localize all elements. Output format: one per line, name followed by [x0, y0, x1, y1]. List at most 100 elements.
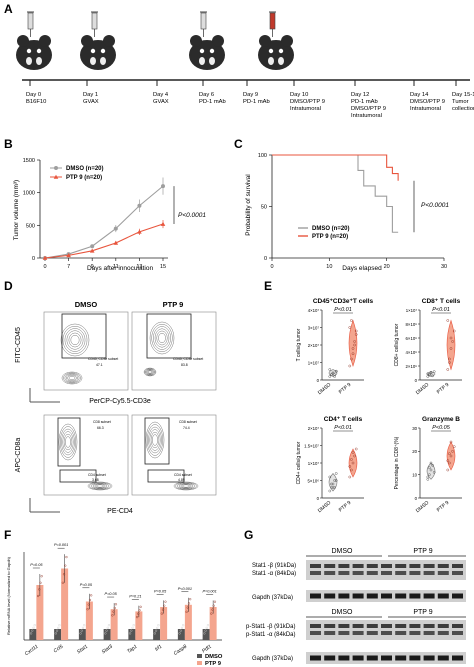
contour-line [64, 328, 86, 352]
mouse-ear-icon [17, 35, 29, 47]
timeline-text-l2: DMSO/PTP 9 [290, 99, 325, 105]
timeline-text-l3: collection [452, 106, 474, 112]
blot-dmso-label-1: DMSO [332, 548, 354, 555]
mouse-eye-icon [90, 48, 96, 54]
flow-cytometry-panel: DMSO PTP 9 FITC-CD45 PerCP-Cy5.5-CD3e AP… [15, 300, 217, 515]
data-point-ptp9 [189, 598, 192, 601]
data-point-dmso [331, 371, 335, 375]
bar-ptp9 [160, 607, 168, 640]
blot-band [452, 564, 463, 568]
flow-ylabel-bottom: APC-CD8a [15, 438, 22, 473]
contour-line [64, 373, 80, 383]
mouse-ear-icon [39, 35, 51, 47]
category-label: DMSO [317, 500, 332, 514]
blot-band [324, 631, 336, 635]
data-point-dmso [426, 478, 430, 481]
data-point-dmso [131, 626, 134, 629]
blot-band [338, 631, 350, 635]
bar-ptp9 [110, 609, 118, 640]
mouse-illustrations [16, 11, 294, 70]
y-tick-label: 1500 [23, 158, 35, 164]
data-point-ptp9 [351, 451, 355, 454]
y-tick-label: 30 [412, 426, 417, 431]
data-point-dmso [29, 632, 33, 635]
subplot-ylabel: Percentage in CD8⁺(%) [394, 436, 400, 489]
blot-band [409, 655, 421, 661]
data-point-dmso [180, 626, 184, 629]
contour-line [146, 369, 154, 375]
data-point-ptp9 [350, 357, 353, 361]
tumor-volume-pvalue: P<0.0001 [178, 212, 206, 219]
blot-band [324, 571, 336, 575]
data-point-dmso [205, 626, 208, 629]
blot-band [352, 655, 364, 661]
y-tick-label: 2×10⁶ [406, 364, 418, 369]
survival-ylabel: Probability of survival [245, 174, 252, 236]
legend-label: PTP 9 (n=20) [312, 234, 348, 240]
legend-label: DMSO (n=20) [66, 166, 104, 172]
gate-top-ptp9-label: CD45, CD3e subset [173, 357, 203, 361]
data-point-ptp9 [449, 454, 453, 458]
data-point-dmso [428, 373, 431, 377]
data-point-dmso [153, 632, 156, 635]
data-point-ptp9 [212, 604, 215, 607]
data-point-ptp9 [448, 452, 451, 455]
y-tick-label: 100 [258, 153, 267, 159]
data-point-dmso [333, 479, 336, 482]
blot-band [352, 631, 364, 635]
subplot-title: CD45⁺CD3e⁺T cells [313, 298, 374, 305]
data-point-dmso [58, 624, 61, 627]
data-point-ptp9 [163, 604, 166, 607]
mouse-foot-icon [209, 57, 215, 65]
gate-cd8-dmso-label: CD8 subset [93, 420, 111, 424]
timeline-text-l2: DMSO/PTP 9 [410, 99, 445, 105]
timeline-text-day: Day 15-18 [452, 92, 474, 98]
timeline-text-day: Day 6 [199, 92, 214, 98]
contour-line [180, 484, 192, 488]
category-label: Cxcl11 [24, 644, 40, 658]
data-point-ptp9 [187, 602, 191, 605]
contour-line [70, 335, 80, 346]
data-point-ptp9 [446, 459, 450, 462]
data-point-dmso [179, 629, 182, 632]
category-label: Tap1 [126, 644, 139, 655]
contour-line [145, 368, 155, 376]
contour-line [147, 370, 152, 374]
data-point-ptp9 [354, 333, 358, 336]
gate-rect [61, 313, 107, 359]
blot-band [409, 631, 421, 635]
syringe-icon [269, 12, 276, 30]
mouse-foot-icon [36, 57, 42, 65]
y-tick-label: 1×10⁷ [406, 308, 418, 313]
blot-band [366, 624, 378, 628]
p-value-label: P=0.05 [30, 563, 43, 567]
contour-line [150, 431, 160, 449]
subplot-title: CD4⁺ T cells [324, 416, 363, 423]
blot-band [423, 564, 435, 568]
contour-line [144, 368, 156, 376]
blot-band [338, 593, 350, 599]
timeline-text-l2: PD-1 mAb [243, 99, 270, 105]
contour-line [158, 333, 166, 344]
gate-cd4-dmso-label: CD4 subset [88, 473, 106, 477]
data-point-ptp9 [62, 573, 66, 576]
subplot-title: Granzyme B [422, 416, 460, 423]
data-point-ptp9 [36, 594, 40, 598]
blot-band [324, 564, 336, 568]
panel-label-g: G [244, 528, 253, 542]
data-point-dmso [330, 373, 333, 377]
survival-xlabel: Days elapsed [342, 265, 382, 272]
gate-rect [146, 313, 192, 359]
y-tick-label: 5×10⁶ [308, 478, 320, 483]
flow-plot-frame [43, 414, 129, 496]
contour-line [94, 484, 106, 488]
bar-ptp9 [209, 607, 217, 640]
data-point-ptp9 [446, 319, 450, 322]
violin-ptp9 [446, 319, 456, 371]
blot-band [381, 571, 392, 575]
contour-line [65, 374, 78, 382]
panel-label-c: C [234, 137, 243, 151]
y-tick-label: 20 [412, 449, 417, 454]
blot-band [395, 631, 407, 635]
x-tick-label: 13 [136, 264, 142, 270]
